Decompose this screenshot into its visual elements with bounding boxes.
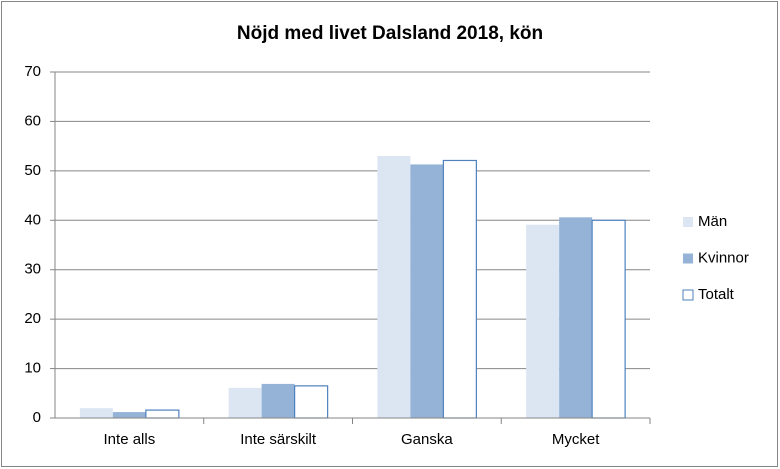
y-tick-label: 40 [24,211,41,228]
y-tick-label: 10 [24,360,41,377]
x-tick-label: Inte alls [104,431,156,448]
chart-title: Nöjd med livet Dalsland 2018, kön [237,23,543,44]
y-tick-label: 70 [24,63,41,80]
legend-label: Män [698,213,727,230]
x-tick-label: Inte särskilt [240,431,317,448]
bar [591,219,626,419]
bar [377,156,411,418]
y-tick-label: 50 [24,162,41,179]
bar [79,408,113,418]
bar [559,217,593,418]
y-tick-label: 60 [24,112,41,129]
x-tick-label: Ganska [401,431,453,448]
bar [261,383,295,418]
bar [442,159,477,419]
legend-swatch [683,217,693,227]
legend-swatch [682,289,694,301]
y-tick-label: 30 [24,261,41,278]
bar [526,224,560,418]
legend-label: Totalt [698,286,735,303]
y-tick-label: 0 [33,409,41,426]
bar [294,385,329,419]
bar [112,412,146,418]
x-tick-label: Mycket [552,431,600,448]
legend-label: Kvinnor [698,249,749,266]
bar [410,164,444,418]
y-tick-label: 20 [24,310,41,327]
bar [228,387,262,418]
legend-swatch [683,253,693,264]
bar [145,409,180,419]
